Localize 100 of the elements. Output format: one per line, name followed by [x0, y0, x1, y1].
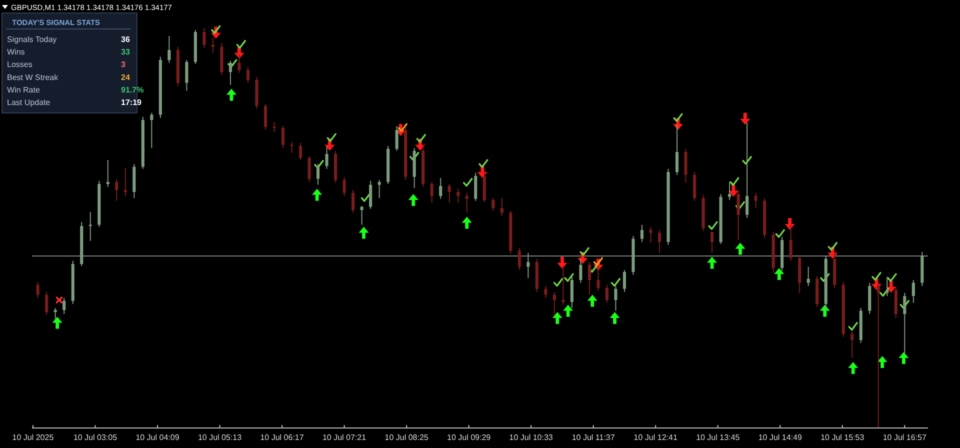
text: 33 — [121, 48, 130, 57]
point — [742, 156, 752, 165]
point — [707, 256, 718, 269]
point — [784, 218, 795, 230]
x-tick-label: 10 Jul 04:09 — [136, 433, 180, 442]
point — [879, 288, 890, 297]
candlestick — [430, 182, 434, 204]
x-tick-label: 10 Jul 05:13 — [198, 433, 242, 442]
candlestick — [806, 266, 810, 286]
candlestick — [246, 66, 250, 84]
candlestick — [746, 122, 749, 218]
candlestick — [264, 104, 268, 130]
candlestick — [736, 190, 740, 240]
point — [409, 152, 420, 161]
point — [728, 184, 738, 197]
point — [416, 134, 426, 143]
point — [673, 113, 683, 122]
candlestick — [482, 170, 486, 202]
x-tick-label: 10 Jul 07:21 — [322, 433, 367, 442]
category-label: Wins — [7, 48, 25, 57]
point — [552, 312, 562, 324]
candlestick — [588, 262, 591, 296]
point — [828, 242, 838, 251]
candlestick — [552, 292, 556, 316]
x-tick-label: 10 Jul 15:53 — [820, 433, 865, 442]
point — [610, 278, 621, 287]
x-tick-label: 10 Jul 2025 — [12, 433, 54, 442]
candlestick — [62, 298, 66, 314]
candlestick — [894, 286, 898, 318]
candlestick — [316, 164, 320, 186]
candlestick — [649, 226, 652, 244]
text: 24 — [121, 72, 130, 82]
point — [872, 272, 882, 281]
candlestick — [106, 160, 110, 188]
point — [740, 112, 750, 125]
point — [314, 160, 324, 169]
x-tick-label: 10 Jul 13:45 — [696, 433, 740, 442]
candlestick — [238, 54, 241, 74]
text: 3 — [121, 60, 126, 70]
point — [360, 193, 371, 202]
candlestick — [605, 284, 608, 304]
point — [774, 268, 784, 280]
point — [312, 188, 322, 201]
point — [730, 177, 740, 186]
candlestick — [448, 184, 451, 204]
candlestick — [378, 180, 381, 198]
candlestick — [54, 308, 57, 320]
candlestick — [692, 172, 696, 202]
candlestick — [272, 122, 276, 132]
point — [228, 59, 238, 68]
candlestick — [308, 156, 311, 182]
candlestick — [886, 276, 889, 296]
candlestick — [876, 282, 880, 428]
candlestick — [570, 276, 574, 308]
point — [898, 352, 909, 364]
point — [478, 159, 488, 168]
candlestick — [298, 142, 302, 160]
candlestick — [903, 292, 906, 356]
candlestick — [45, 292, 48, 316]
point — [55, 296, 64, 304]
candlestick — [465, 192, 468, 214]
candlestick — [728, 182, 732, 200]
candlestick — [369, 180, 372, 210]
candlestick — [622, 270, 626, 292]
candlestick — [395, 126, 398, 152]
candlestick — [850, 330, 854, 358]
candlestick — [596, 266, 600, 292]
point — [226, 88, 236, 101]
point — [735, 201, 746, 210]
x-tick-label: 10 Jul 09:29 — [447, 433, 492, 442]
category-label: Last Update — [7, 98, 51, 107]
candlestick — [228, 60, 232, 86]
candlestick — [342, 176, 346, 196]
point — [408, 194, 418, 206]
candlestick — [115, 178, 118, 202]
candlestick — [614, 286, 618, 312]
point — [462, 216, 472, 229]
candlestick — [290, 142, 294, 154]
x-tick-label: 10 Jul 06:17 — [260, 433, 304, 442]
candlestick — [912, 280, 915, 304]
point — [900, 300, 910, 309]
x-tick-label: 10 Jul 10:33 — [509, 433, 554, 442]
point — [557, 256, 568, 269]
candlestick — [439, 178, 442, 200]
point — [358, 226, 369, 239]
point — [708, 221, 718, 230]
candlestick — [675, 124, 679, 176]
candlestick — [281, 126, 285, 148]
point — [462, 178, 473, 187]
point — [236, 40, 246, 49]
point — [775, 229, 785, 238]
text: 17:19 — [121, 98, 142, 107]
candlestick — [36, 282, 40, 298]
x-tick-label: 10 Jul 12:41 — [634, 433, 678, 442]
point — [735, 242, 746, 255]
candlestick — [562, 266, 565, 306]
candlestick — [500, 198, 504, 216]
candlestick — [710, 232, 714, 254]
category-label: Win Rate — [7, 85, 40, 94]
category-label: Losses — [7, 60, 32, 70]
